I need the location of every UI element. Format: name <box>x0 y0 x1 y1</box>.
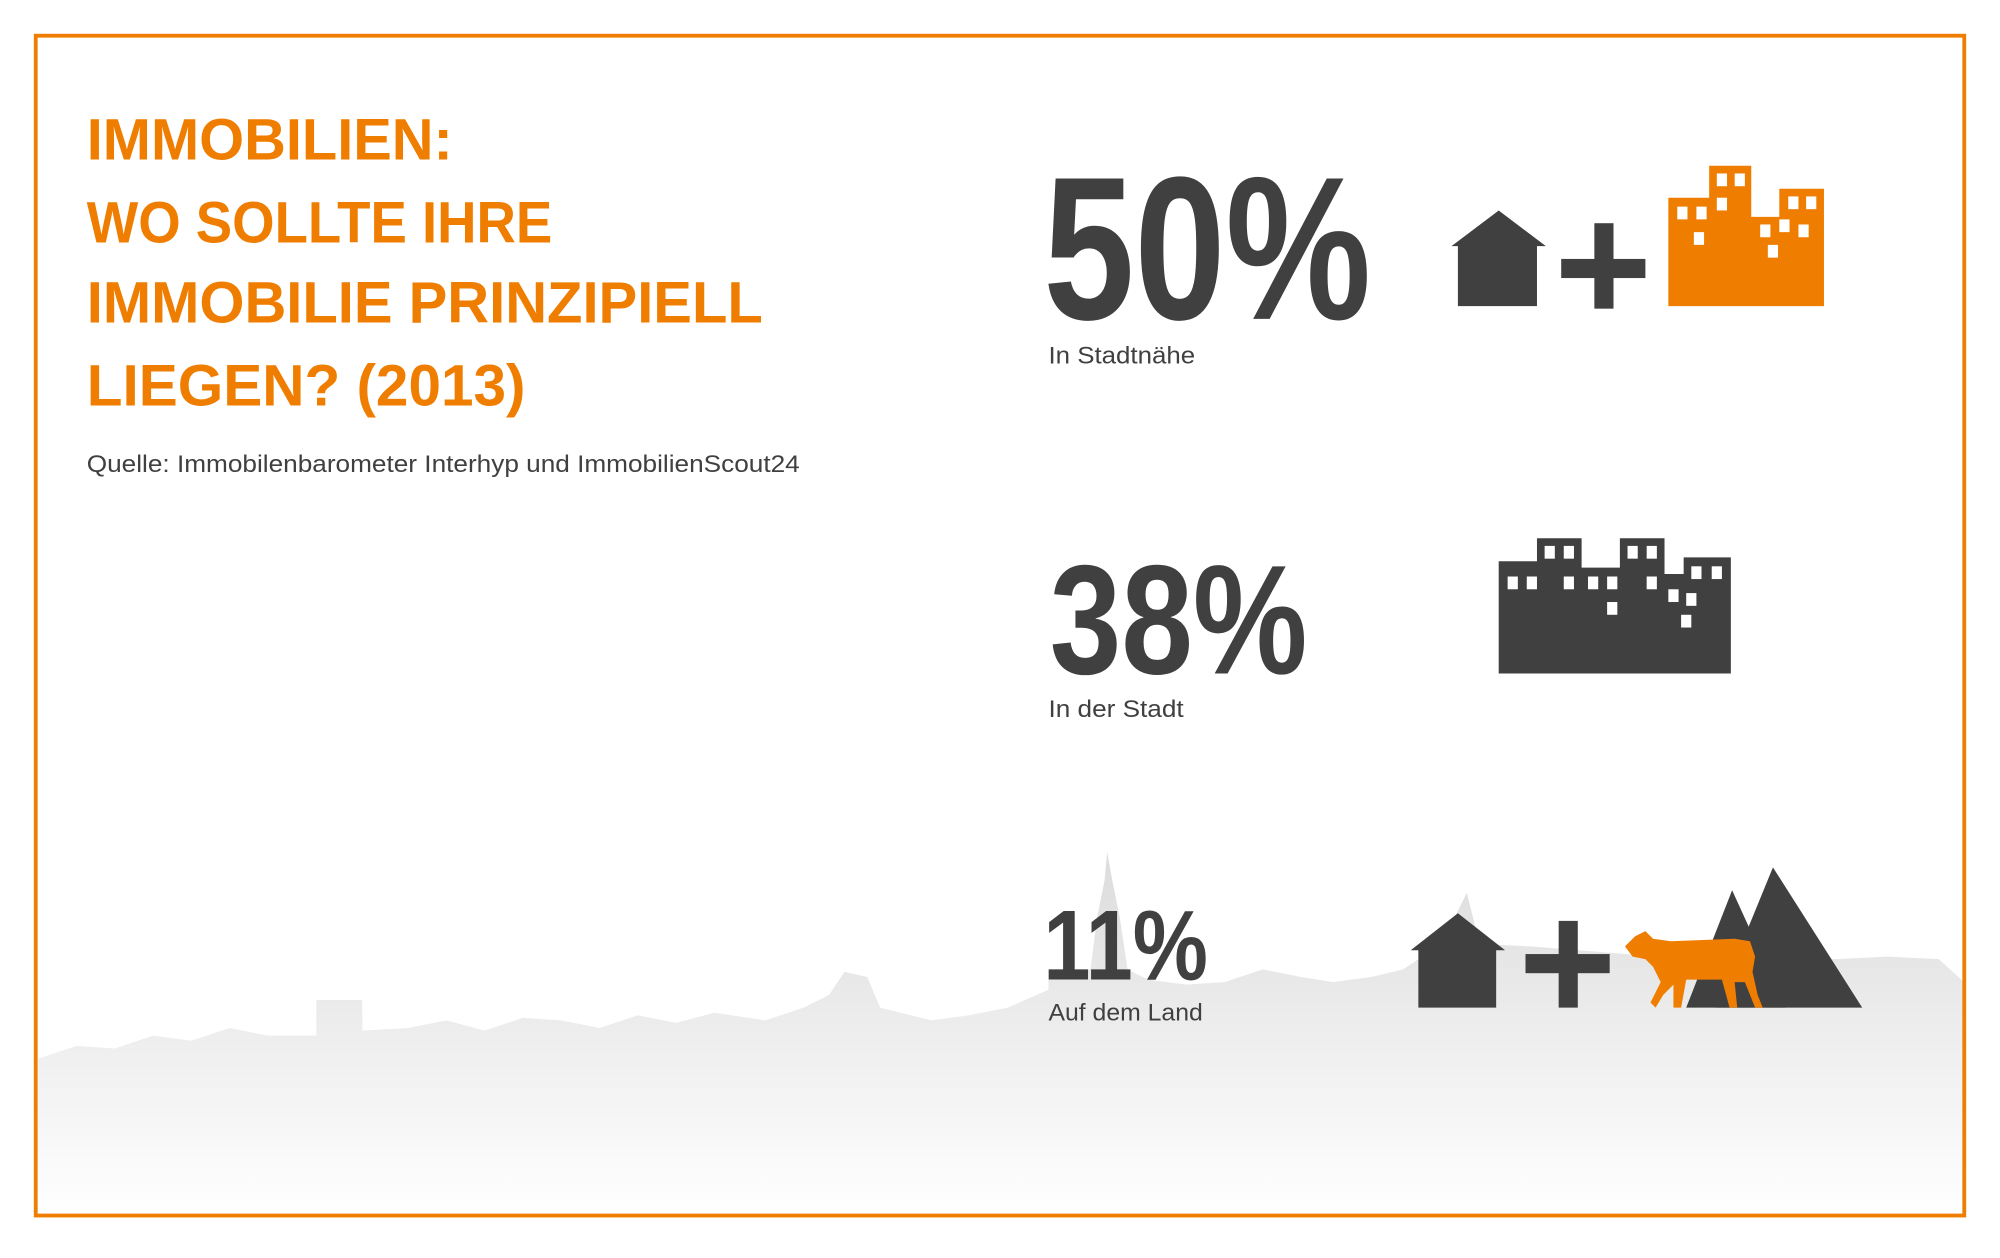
city-icon <box>1498 538 1731 674</box>
city-icon <box>1668 165 1824 307</box>
plus-icon <box>1561 223 1646 309</box>
item-label: In Stadtnähe <box>1048 343 1195 370</box>
percentage: 38% <box>1050 532 1308 706</box>
item-label: Auf dem Land <box>1048 999 1202 1026</box>
house-icon <box>1451 210 1546 307</box>
skyline <box>38 852 1965 1216</box>
item-label: In der Stadt <box>1048 696 1183 723</box>
source: Quelle: Immobilenbarometer Interhyp und … <box>87 451 800 478</box>
title-line: IMMOBILIEN: <box>87 107 453 172</box>
title-line: LIEGEN? (2013) <box>87 354 526 419</box>
title-line: WO SOLLTE IHRE <box>87 190 553 255</box>
title-line: IMMOBILIE PRINZIPIELL <box>87 271 763 336</box>
percentage: 50% <box>1043 135 1371 363</box>
house-icon <box>1410 913 1506 1008</box>
frame <box>33 33 1967 1218</box>
cow-icon <box>1624 931 1763 1008</box>
percentage: 11% <box>1043 891 1208 1002</box>
plus-icon <box>1525 920 1610 1008</box>
